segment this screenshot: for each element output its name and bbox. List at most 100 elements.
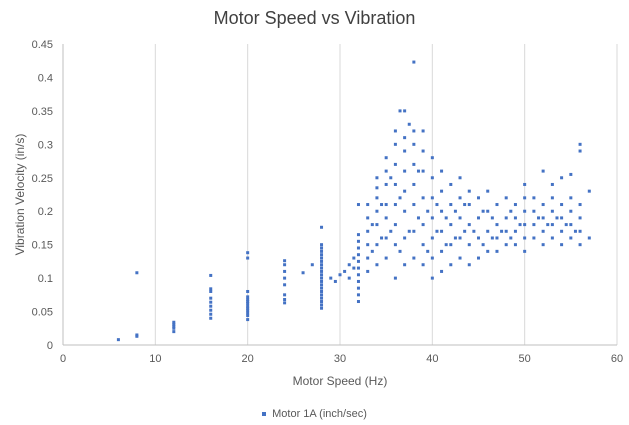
data-point <box>421 223 425 227</box>
data-point <box>560 203 564 207</box>
data-point <box>398 249 402 253</box>
data-point <box>366 229 370 233</box>
data-point <box>541 243 545 247</box>
data-point <box>320 296 324 300</box>
data-point <box>486 249 490 253</box>
data-point <box>375 196 379 200</box>
data-point <box>246 304 250 308</box>
data-point <box>550 223 554 227</box>
data-point <box>333 279 337 283</box>
data-point <box>430 156 434 160</box>
y-tick-label: 0.4 <box>38 72 53 84</box>
chart-title: Motor Speed vs Vibration <box>213 8 416 28</box>
data-point <box>541 229 545 233</box>
data-point <box>356 279 360 283</box>
data-point <box>421 263 425 267</box>
data-point <box>578 149 582 153</box>
data-point <box>356 203 360 207</box>
data-point <box>403 236 407 240</box>
data-point <box>449 203 453 207</box>
data-point <box>560 243 564 247</box>
data-point <box>329 276 333 280</box>
data-point <box>444 216 448 220</box>
data-point <box>209 312 213 316</box>
y-tick-label: 0.2 <box>38 206 53 218</box>
data-point <box>320 249 324 253</box>
legend-label: Motor 1A (inch/sec) <box>272 408 367 420</box>
data-point <box>172 330 176 334</box>
data-point <box>523 196 527 200</box>
data-point <box>509 236 513 240</box>
data-point <box>421 129 425 133</box>
data-point <box>430 196 434 200</box>
data-point <box>356 259 360 263</box>
data-point <box>523 182 527 186</box>
data-point <box>320 246 324 250</box>
data-point <box>513 243 517 247</box>
data-point <box>569 196 573 200</box>
data-point <box>532 236 536 240</box>
data-point <box>467 203 471 207</box>
data-point <box>412 60 416 64</box>
data-point <box>569 236 573 240</box>
data-point <box>246 295 250 299</box>
data-point <box>412 203 416 207</box>
data-point <box>550 182 554 186</box>
data-point <box>458 216 462 220</box>
data-point <box>352 256 356 260</box>
data-point <box>356 246 360 250</box>
data-point <box>550 236 554 240</box>
data-point <box>375 186 379 190</box>
legend: Motor 1A (inch/sec) <box>0 408 629 420</box>
data-point <box>320 253 324 257</box>
data-point <box>384 182 388 186</box>
data-point <box>509 209 513 213</box>
data-point <box>366 256 370 260</box>
data-point <box>283 301 287 305</box>
data-point <box>453 236 457 240</box>
data-point <box>504 216 508 220</box>
x-tick-label: 40 <box>426 353 438 365</box>
data-point <box>283 283 287 287</box>
data-point <box>403 109 407 113</box>
data-point <box>384 156 388 160</box>
data-point <box>412 182 416 186</box>
data-point <box>490 216 494 220</box>
data-point <box>569 209 573 213</box>
data-point <box>523 209 527 213</box>
data-point <box>320 256 324 260</box>
data-point <box>407 229 411 233</box>
data-point <box>246 256 250 260</box>
data-point <box>430 216 434 220</box>
data-point <box>440 189 444 193</box>
data-point <box>495 236 499 240</box>
data-point <box>449 243 453 247</box>
data-point <box>352 266 356 270</box>
data-point <box>416 169 420 173</box>
data-point <box>172 320 176 324</box>
data-point <box>209 304 213 308</box>
data-point <box>504 229 508 233</box>
data-point <box>209 287 213 291</box>
data-point <box>310 263 314 267</box>
data-point <box>467 189 471 193</box>
data-point <box>412 256 416 260</box>
data-point <box>550 196 554 200</box>
data-point <box>532 196 536 200</box>
data-point <box>481 209 485 213</box>
data-point <box>518 223 522 227</box>
data-point <box>375 223 379 227</box>
data-point <box>467 223 471 227</box>
data-point <box>283 269 287 273</box>
data-point <box>393 276 397 280</box>
data-point <box>320 273 324 277</box>
data-point <box>578 203 582 207</box>
data-point <box>513 229 517 233</box>
data-point <box>560 176 564 180</box>
data-point <box>546 223 550 227</box>
data-point <box>486 229 490 233</box>
data-point <box>412 142 416 146</box>
data-point <box>578 216 582 220</box>
x-tick-label: 60 <box>611 353 623 365</box>
y-tick-label: 0.25 <box>32 173 53 185</box>
